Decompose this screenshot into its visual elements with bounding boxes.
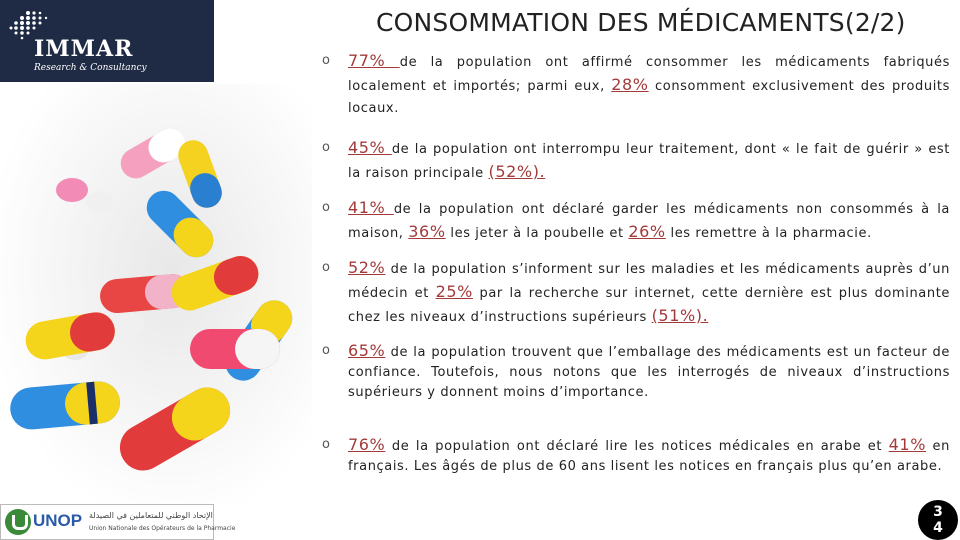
bullet-text: en français. Les âgés de plus de 60 ans … <box>348 439 950 474</box>
logo-name: IMMAR <box>34 36 134 62</box>
stat-highlight: 52% <box>348 258 386 277</box>
list-item: o 65% de la population trouvent que l’em… <box>322 341 950 401</box>
bullet-text: de la population ont déclaré garder les … <box>348 202 950 241</box>
stat-highlight: 36% <box>408 222 446 241</box>
bullet-text: les jeter à la poubelle et <box>445 226 629 241</box>
list-item: o 76% de la population ont déclaré lire … <box>322 435 950 495</box>
list-item: o 77% de la population ont affirmé conso… <box>322 50 950 116</box>
page-title: CONSOMMATION DES MÉDICAMENTS(2/2) <box>376 8 906 37</box>
bullet-text: par la recherche sur internet, cette der… <box>348 286 950 325</box>
stat-highlight: 41% <box>348 198 394 217</box>
stat-highlight: 76% <box>348 435 386 454</box>
stat-highlight: 45% <box>348 138 392 157</box>
bullet-text: de la population ont interrompu leur tra… <box>348 142 950 181</box>
bullet-marker: o <box>322 53 331 68</box>
unop-french-name: Union Nationale des Opérateurs de la Pha… <box>89 525 236 532</box>
dots-grid-icon <box>9 11 48 40</box>
list-item: o 52% de la population s’informent sur l… <box>322 257 950 329</box>
stat-highlight: (51%). <box>651 306 709 325</box>
bullet-marker: o <box>322 260 331 275</box>
stat-highlight: 25% <box>435 282 473 301</box>
bullet-marker: o <box>322 200 331 215</box>
bullet-text: consomment exclusivement des produits lo… <box>348 79 950 116</box>
stat-highlight: 77% <box>348 51 400 70</box>
stat-highlight: (52%). <box>488 162 546 181</box>
stat-highlight: 41% <box>888 435 927 454</box>
bullet-marker: o <box>322 140 331 155</box>
list-item: o 41% de la population ont déclaré garde… <box>322 197 950 245</box>
unop-arabic-name: الإتحاد الوطني للمتعاملين في الصيدلة <box>89 511 213 520</box>
unop-emblem-icon <box>5 509 31 535</box>
findings-list: o 77% de la population ont affirmé conso… <box>322 50 950 495</box>
bullet-text: de la population s’informent sur les mal… <box>348 262 950 301</box>
unop-logo: UNOP الإتحاد الوطني للمتعاملين في الصيدل… <box>0 504 235 540</box>
bullet-marker: o <box>322 437 331 452</box>
immar-logo: IMMAR Research & Consultancy <box>0 0 214 82</box>
bullet-marker: o <box>322 343 331 358</box>
bullet-text: de la population trouvent que l’emballag… <box>348 345 950 400</box>
bullet-text: de la population ont déclaré lire les no… <box>385 439 889 454</box>
stat-highlight: 28% <box>611 75 649 94</box>
bullet-text: les remettre à la pharmacie. <box>665 226 872 241</box>
list-item: o 45% de la population ont interrompu le… <box>322 137 950 185</box>
stat-highlight: 26% <box>628 222 666 241</box>
page-number: 3 4 <box>918 500 958 540</box>
bullet-text: de la population ont affirmé consommer l… <box>348 55 950 94</box>
logo-tagline: Research & Consultancy <box>34 63 147 73</box>
stat-highlight: 65% <box>348 341 386 360</box>
pills-photo <box>0 84 312 504</box>
unop-name: UNOP <box>33 511 83 530</box>
